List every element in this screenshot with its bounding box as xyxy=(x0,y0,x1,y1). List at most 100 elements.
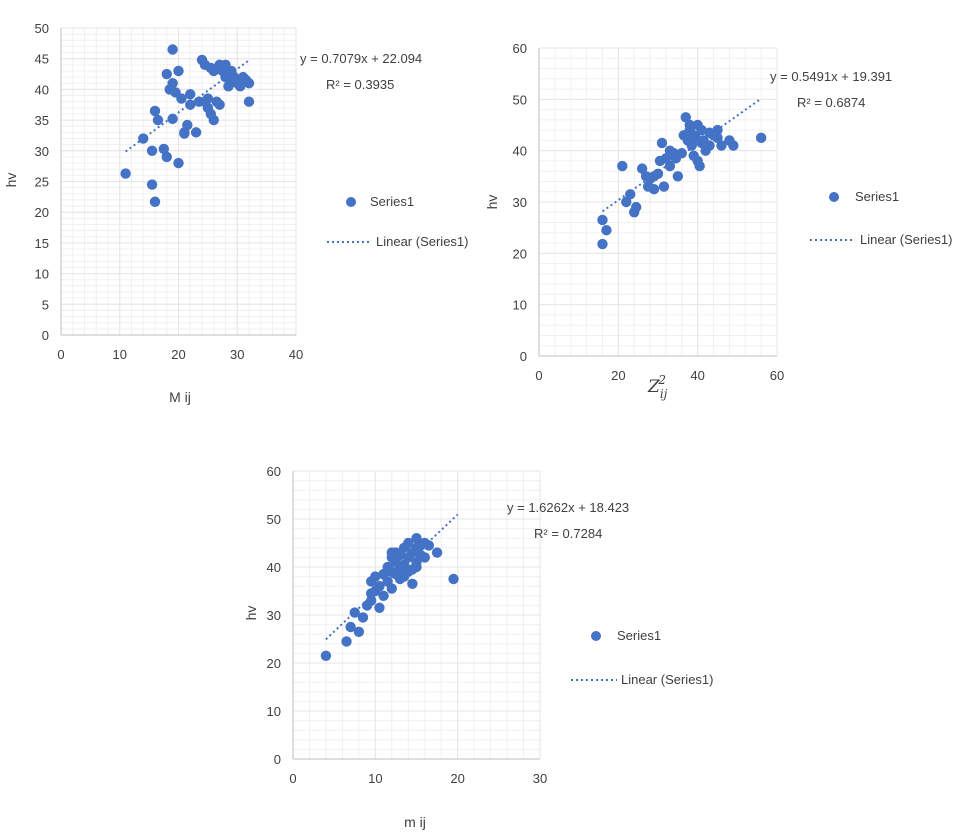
chart-1: 0 10 20 30 40 0 5 10 15 20 25 30 35 40 45 50 M ij hv y… xyxy=(3,21,469,405)
data-point xyxy=(167,78,178,89)
chart-1-grid xyxy=(60,27,297,336)
chart-1-x-axis-title: M ij xyxy=(169,389,191,405)
data-point xyxy=(214,99,225,110)
chart-2-x-axis-title-sup: 2 xyxy=(657,373,666,387)
data-point xyxy=(349,607,360,618)
chart-3-legend-series-label: Series1 xyxy=(617,628,661,643)
y-tick-label: 40 xyxy=(35,82,49,97)
data-point xyxy=(167,44,178,55)
chart-3-y-ticks: 0 10 20 30 40 50 60 xyxy=(267,464,281,767)
y-tick-label: 50 xyxy=(35,21,49,36)
x-tick-label: 20 xyxy=(611,368,625,383)
chart-2-legend-series-label: Series1 xyxy=(855,189,899,204)
chart-1-x-ticks: 0 10 20 30 40 xyxy=(57,347,303,362)
data-point xyxy=(208,114,219,126)
chart-2: 0 20 40 60 0 10 20 30 40 50 60 Zij2 hv y = 0.5491… xyxy=(484,41,953,401)
data-point xyxy=(625,189,636,200)
data-point xyxy=(448,573,459,585)
chart-2-points xyxy=(597,112,767,250)
y-tick-label: 10 xyxy=(267,704,281,719)
y-tick-label: 0 xyxy=(42,328,49,343)
data-point xyxy=(630,201,642,213)
y-tick-label: 20 xyxy=(35,205,49,220)
chart-1-equation: y = 0.7079x + 22.094 xyxy=(300,51,422,66)
data-point xyxy=(636,163,648,174)
chart-3-x-axis-title: m ij xyxy=(404,814,426,830)
data-point xyxy=(716,140,727,151)
data-point xyxy=(167,113,178,125)
data-point xyxy=(138,133,149,144)
x-tick-label: 10 xyxy=(113,347,127,362)
data-point xyxy=(161,151,172,163)
data-point xyxy=(146,145,158,156)
chart-2-grid xyxy=(538,47,778,357)
data-point xyxy=(120,168,131,179)
y-tick-label: 5 xyxy=(42,297,49,312)
y-tick-label: 15 xyxy=(35,236,49,251)
data-point xyxy=(597,238,608,250)
chart-3-grid xyxy=(292,470,541,760)
y-tick-label: 50 xyxy=(267,512,281,527)
data-point xyxy=(161,68,172,80)
data-point xyxy=(431,547,443,558)
chart-3-legend-marker xyxy=(591,631,601,641)
y-tick-label: 60 xyxy=(513,41,527,56)
data-point xyxy=(423,540,435,551)
data-point xyxy=(686,140,697,151)
data-point xyxy=(366,588,377,599)
y-tick-label: 25 xyxy=(35,175,49,190)
data-point xyxy=(672,171,684,182)
data-point xyxy=(597,214,608,226)
y-tick-label: 45 xyxy=(35,52,49,67)
y-tick-label: 10 xyxy=(513,298,527,313)
data-point xyxy=(658,181,670,192)
data-point xyxy=(755,132,767,144)
data-point xyxy=(243,96,255,107)
chart-2-x-axis-title-sub: ij xyxy=(660,387,668,401)
data-point xyxy=(403,537,414,549)
chart-3-points xyxy=(320,533,459,661)
x-tick-label: 10 xyxy=(368,771,382,786)
chart-2-legend-marker xyxy=(829,192,839,202)
x-tick-label: 20 xyxy=(450,771,464,786)
chart-3-legend-trend-label: Linear (Series1) xyxy=(621,672,714,687)
data-point xyxy=(353,626,365,637)
data-point xyxy=(152,114,164,126)
data-point xyxy=(660,153,672,164)
data-point xyxy=(712,132,723,144)
y-tick-label: 20 xyxy=(267,656,281,671)
data-point xyxy=(680,112,691,123)
x-tick-label: 30 xyxy=(533,771,547,786)
chart-3-equation: y = 1.6262x + 18.423 xyxy=(507,500,629,515)
data-point xyxy=(390,557,402,568)
x-tick-label: 0 xyxy=(289,771,296,786)
chart-2-equation: y = 0.5491x + 19.391 xyxy=(770,69,892,84)
data-point xyxy=(345,621,356,633)
chart-1-legend: Series1 Linear (Series1) xyxy=(327,194,469,249)
chart-3-legend: Series1 Linear (Series1) xyxy=(571,628,714,687)
data-point xyxy=(374,581,385,592)
chart-1-r-squared: R² = 0.3935 xyxy=(326,77,394,92)
data-point xyxy=(704,140,715,151)
data-point xyxy=(185,99,196,110)
data-point xyxy=(149,196,161,207)
chart-2-r-squared: R² = 0.6874 xyxy=(797,95,865,110)
data-point xyxy=(694,160,705,172)
data-point xyxy=(185,89,196,100)
data-point xyxy=(158,143,170,155)
y-tick-label: 50 xyxy=(513,92,527,107)
y-tick-label: 30 xyxy=(513,195,527,210)
data-point xyxy=(407,578,418,589)
data-point xyxy=(652,168,664,179)
data-point xyxy=(182,119,193,131)
y-tick-label: 30 xyxy=(35,144,49,159)
data-point xyxy=(243,78,255,89)
chart-2-x-ticks: 0 20 40 60 xyxy=(535,368,784,383)
y-tick-label: 40 xyxy=(513,144,527,159)
data-point xyxy=(149,105,161,117)
data-point xyxy=(341,636,352,647)
data-point xyxy=(378,590,389,601)
data-point xyxy=(696,124,707,136)
data-point xyxy=(378,569,389,580)
chart-1-y-ticks: 0 5 10 15 20 25 30 35 40 45 50 xyxy=(35,21,49,343)
